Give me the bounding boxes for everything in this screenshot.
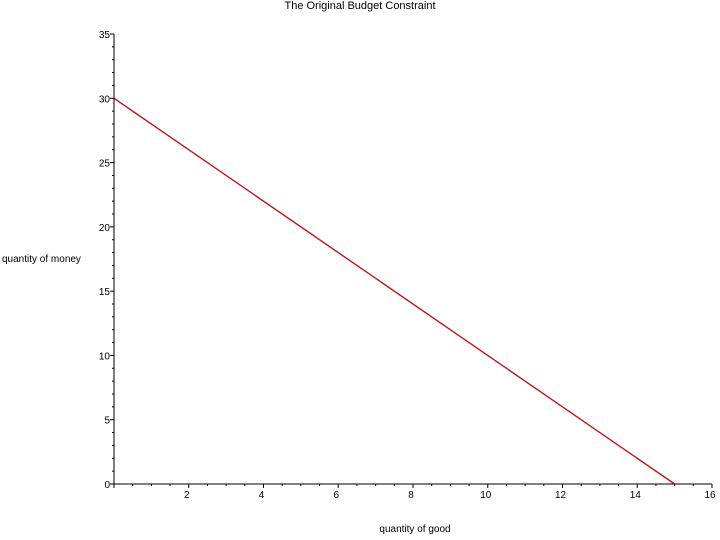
y-tick-label: 25 xyxy=(99,159,111,170)
x-tick-label: 16 xyxy=(704,490,716,501)
x-axis-label: quantity of good xyxy=(379,524,451,535)
y-tick-label: 35 xyxy=(99,30,111,41)
x-tick-label: 6 xyxy=(333,490,339,501)
x-tick-label: 10 xyxy=(480,490,492,501)
x-tick-label: 2 xyxy=(184,490,190,501)
y-tick-label: 20 xyxy=(99,223,111,234)
x-tick-label: 12 xyxy=(555,490,567,501)
y-axis-label: quantity of money xyxy=(2,254,81,265)
y-tick-label: 10 xyxy=(99,351,111,362)
y-tick-label: 30 xyxy=(99,94,111,105)
x-tick-label: 8 xyxy=(408,490,414,501)
chart-title: The Original Budget Constraint xyxy=(284,0,436,12)
y-tick-label: 0 xyxy=(104,480,110,491)
x-tick-label: 4 xyxy=(259,490,265,501)
budget-constraint-line xyxy=(113,97,676,485)
y-tick-label: 5 xyxy=(104,416,110,427)
x-tick-label: 14 xyxy=(630,490,642,501)
y-tick-label: 15 xyxy=(99,287,111,298)
